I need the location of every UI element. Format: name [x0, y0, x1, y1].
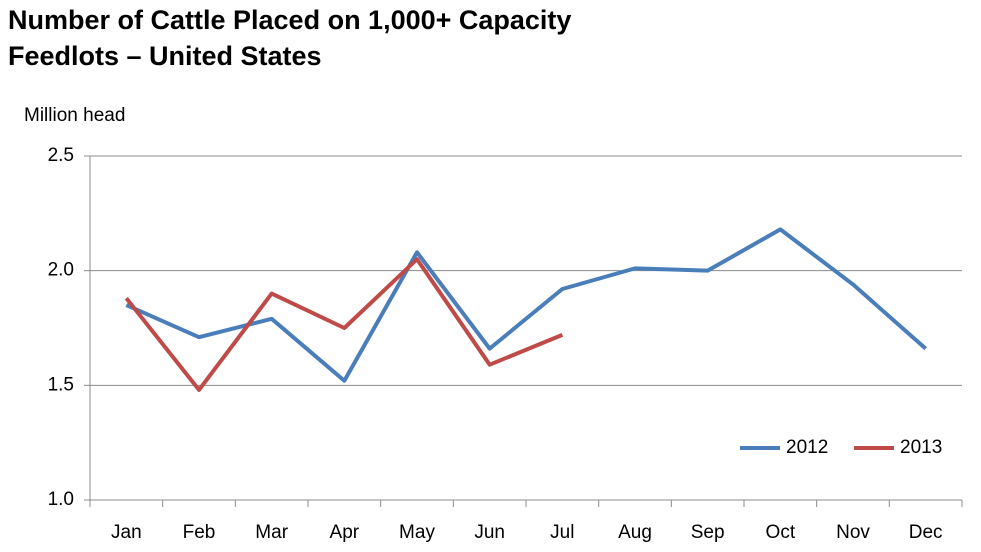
x-tick-label: Feb	[183, 522, 216, 543]
data-line	[125, 227, 927, 383]
x-tick-label: Dec	[909, 522, 943, 543]
x-tick-label: Jun	[474, 522, 505, 543]
x-tick-label: Jan	[111, 522, 142, 543]
legend-label: 2012	[786, 437, 828, 458]
x-tick-label: Aug	[618, 522, 652, 543]
y-axis-label: Million head	[24, 105, 125, 126]
chart-title: Number of Cattle Placed on 1,000+ Capaci…	[8, 5, 571, 35]
x-tick-label: Oct	[766, 522, 796, 543]
x-tick-label: Apr	[330, 522, 360, 543]
chart-title: Feedlots – United States	[8, 41, 322, 71]
x-tick-label: Jul	[550, 522, 574, 543]
y-tick-label: 2.0	[48, 260, 74, 281]
legend-label: 2013	[900, 437, 942, 458]
data-line	[124, 257, 564, 392]
x-tick-label: Nov	[836, 522, 870, 543]
x-tick-label: Mar	[255, 522, 288, 543]
x-tick-label: Sep	[691, 522, 725, 543]
y-tick-label: 1.5	[48, 374, 74, 395]
y-tick-label: 1.0	[48, 489, 74, 510]
y-tick-label: 2.5	[48, 145, 74, 166]
x-tick-label: May	[399, 522, 435, 543]
